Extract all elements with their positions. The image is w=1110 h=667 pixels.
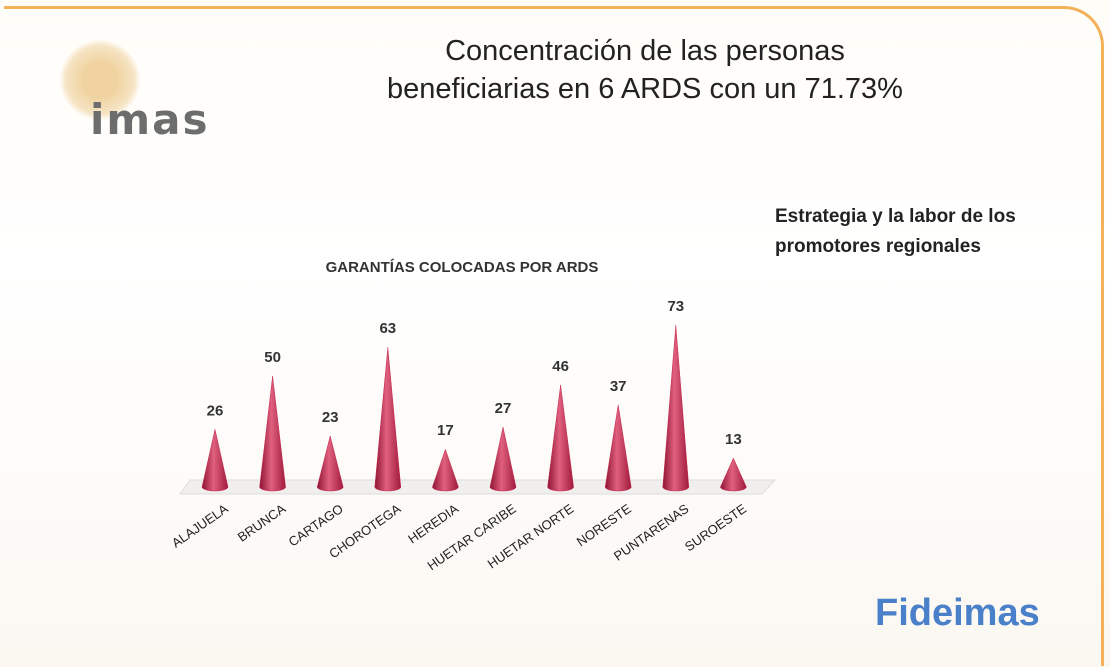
side-note: Estrategia y la labor de los promotores … [775, 206, 1016, 257]
cone [547, 384, 574, 492]
logo-imas: imas [90, 95, 210, 144]
chart-title: GARANTÍAS COLOCADAS POR ARDS [326, 259, 599, 276]
cone [374, 347, 402, 492]
value-label: 63 [379, 320, 396, 337]
x-tick-label: SUROESTE [682, 501, 749, 554]
cone [259, 376, 286, 492]
frame [4, 6, 1104, 666]
slide-title: Concentración de las personas beneficiar… [387, 35, 903, 105]
cone [316, 435, 344, 492]
cone [489, 427, 517, 492]
value-label: 50 [264, 349, 281, 366]
cone [720, 457, 747, 492]
value-label: 37 [610, 378, 627, 395]
x-tick-label: BRUNCA [235, 501, 289, 545]
value-label: 27 [495, 400, 512, 417]
cone [201, 429, 229, 492]
value-label: 46 [552, 358, 569, 375]
x-tick-label: ALAJUELA [169, 501, 231, 551]
logo-fideimas: Fideimas [875, 592, 1040, 634]
value-label: 17 [437, 422, 454, 439]
cone [432, 448, 459, 492]
value-label: 26 [207, 402, 224, 419]
value-label: 73 [667, 298, 684, 315]
logo-sun [60, 40, 140, 120]
x-tick-label: HEREDIA [405, 501, 461, 547]
cone [604, 404, 632, 492]
cone [662, 324, 690, 492]
value-label: 23 [322, 409, 339, 426]
value-label: 13 [725, 431, 742, 448]
